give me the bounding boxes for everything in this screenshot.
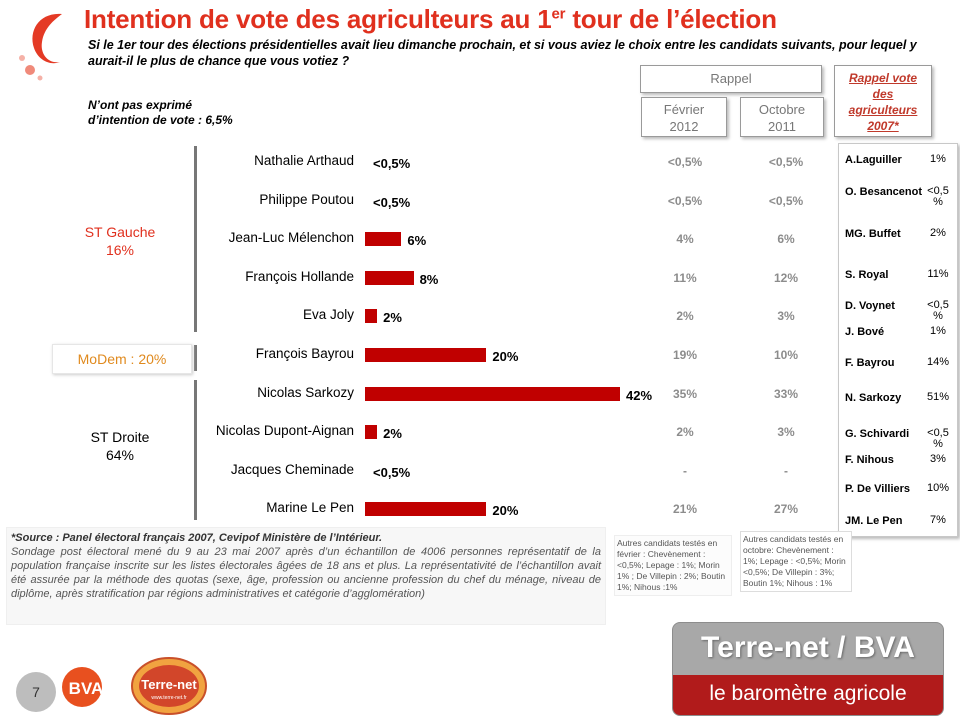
fevrier-2012-value: 4% — [676, 232, 694, 247]
candidate-name: François Hollande — [245, 268, 354, 284]
fevrier-other-candidates-note: Autres candidats testés en février : Che… — [614, 535, 732, 596]
candidate-name: Jean-Luc Mélenchon — [228, 230, 354, 246]
svg-text:Terre-net: Terre-net — [141, 677, 197, 692]
candidate-name: Marine Le Pen — [266, 500, 354, 516]
bar-value-label: <0,5% — [373, 194, 411, 210]
rappel-2007-value: 2% — [930, 227, 946, 239]
octobre-2011-value: 3% — [777, 425, 795, 440]
source-note: *Source : Panel électoral français 2007,… — [6, 527, 606, 625]
candidate-name: Nicolas Sarkozy — [257, 384, 354, 400]
fevrier-2012-header: Février 2012 — [641, 97, 727, 137]
rappel-2007-value: <0,5 % — [927, 185, 949, 208]
rappel-header: Rappel — [640, 65, 822, 93]
vote-bar — [365, 232, 402, 247]
page-number: 7 — [16, 672, 56, 712]
fevrier-2012-value: - — [683, 463, 687, 478]
vote-bar — [365, 348, 487, 362]
modem-bracket — [194, 345, 197, 371]
st-droite-label: ST Droite 64% — [90, 429, 150, 463]
rappel-2007-candidate: P. De Villiers — [845, 483, 911, 495]
candidate-name: Philippe Poutou — [259, 191, 354, 207]
octobre-2011-value: <0,5% — [768, 193, 804, 208]
survey-question: Si le 1er tour des élections présidentie… — [88, 38, 917, 68]
rappel-2007-table: A.Laguiller 1% O. Besancenot <0,5 % MG. Buff… — [838, 143, 958, 537]
octobre-2011-value: 6% — [777, 232, 795, 247]
bar-value-label: <0,5% — [373, 156, 411, 171]
vote-bar — [365, 309, 378, 324]
rappel-2007-value: 14% — [926, 356, 950, 368]
fevrier-2012-value: 11% — [673, 270, 697, 285]
candidate-name: François Bayrou — [255, 346, 354, 361]
banner-subtitle: le baromètre agricole — [673, 675, 943, 715]
banner-title: Terre-net / BVA — [701, 631, 915, 664]
rappel-2007-candidate: D. Voynet — [845, 300, 895, 312]
bar-value-label: 2% — [383, 426, 402, 442]
rappel-2007-value: 3% — [930, 453, 946, 465]
rappel-2007-candidate: A.Laguiller — [845, 154, 902, 166]
octobre-2011-value: 33% — [773, 386, 799, 401]
rappel-2007-candidate: F. Bayrou — [845, 357, 895, 369]
octobre-2011-value: 10% — [773, 348, 799, 362]
octobre-2011-value: - — [784, 463, 788, 478]
rappel-2007-value: <0,5 % — [927, 427, 949, 450]
rappel-2007-candidate: O. Besancenot — [845, 186, 923, 198]
octobre-2011-value: 3% — [777, 309, 795, 324]
rappel-2007-value: 11% — [927, 268, 949, 280]
octobre-2011-value: 12% — [773, 270, 799, 285]
octobre-2011-header: Octobre 2011 — [740, 97, 824, 137]
fevrier-2012-value: 2% — [676, 309, 694, 324]
no-intention-note: N’ont pas exprimé d’intention de vote : … — [88, 98, 233, 127]
terre-net-logo-icon: Terre-net www.terre-net.fr — [131, 657, 207, 715]
fevrier-2012-value: 2% — [676, 425, 694, 440]
fevrier-2012-value: <0,5% — [667, 155, 703, 169]
droite-bracket — [194, 380, 197, 520]
fevrier-2012-value: <0,5% — [667, 193, 703, 208]
rappel-2007-value: 1% — [930, 153, 946, 165]
rappel-2007-candidate: N. Sarkozy — [845, 392, 902, 404]
st-gauche-label: ST Gauche 16% — [84, 224, 156, 258]
bva-logo-icon: BVA — [62, 667, 104, 707]
fevrier-2012-value: 35% — [672, 386, 698, 401]
fevrier-2012-value: 19% — [672, 348, 698, 362]
rappel-2007-value: <0,5 % — [927, 299, 949, 322]
candidate-name: Jacques Cheminade — [230, 461, 354, 477]
rappel-2007-candidate: G. Schivardi — [845, 428, 910, 440]
octobre-other-candidates-note: Autres candidats testés en octobre: Chev… — [740, 531, 852, 592]
rappel-2007-value: 51% — [926, 391, 950, 403]
rappel-2007-candidate: F. Nihous — [845, 454, 894, 466]
rappel-2007-candidate: S. Royal — [845, 269, 889, 281]
candidate-name: Nathalie Arthaud — [254, 153, 354, 168]
gauche-bracket — [194, 146, 197, 332]
rappel-2007-candidate: MG. Buffet — [845, 228, 901, 240]
octobre-2011-value: 27% — [773, 502, 799, 517]
page-title: Intention de vote des agriculteurs au 1e… — [84, 4, 777, 34]
rappel-2007-candidate: J. Bové — [845, 326, 885, 338]
bar-value-label: 8% — [419, 271, 439, 287]
rappel-2007-value: 7% — [930, 514, 946, 526]
bar-value-label: <0,5% — [373, 464, 411, 480]
candidate-name: Nicolas Dupont-Aignan — [215, 423, 354, 439]
vote-bar — [365, 425, 378, 440]
candidate-name: Eva Joly — [302, 307, 354, 323]
rappel-2007-candidate: JM. Le Pen — [845, 515, 903, 527]
octobre-2011-value: <0,5% — [768, 155, 804, 169]
fevrier-2012-value: 21% — [672, 502, 698, 517]
rappel-2007-header: Rappel vote des agriculteurs 2007* — [834, 65, 932, 137]
rappel-2007-value: 1% — [930, 325, 946, 337]
modem-label: MoDem : 20% — [52, 344, 192, 374]
rappel-2007-value: 10% — [926, 482, 950, 494]
bar-value-label: 20% — [492, 349, 519, 364]
vote-bar — [365, 386, 620, 401]
bar-value-label: 20% — [492, 503, 519, 519]
svg-text:www.terre-net.fr: www.terre-net.fr — [151, 695, 187, 701]
bar-value-label: 42% — [626, 387, 653, 403]
vote-bar — [365, 270, 414, 285]
terre-net-bva-banner: Terre-net / BVA le baromètre agricole — [672, 622, 944, 716]
bar-value-label: 2% — [383, 310, 402, 326]
decorative-swirl-icon — [19, 13, 62, 81]
vote-bar — [365, 502, 487, 517]
bar-value-label: 6% — [407, 233, 427, 249]
svg-text:BVA: BVA — [69, 679, 104, 698]
